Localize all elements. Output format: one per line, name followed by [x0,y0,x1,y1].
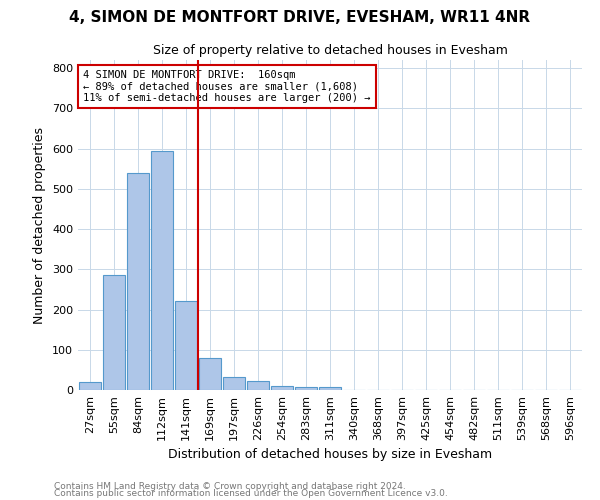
Bar [271,386,293,390]
Text: 4, SIMON DE MONTFORT DRIVE, EVESHAM, WR11 4NR: 4, SIMON DE MONTFORT DRIVE, EVESHAM, WR1… [70,10,530,25]
Bar [151,150,173,390]
Bar [127,172,149,390]
Bar [247,381,269,390]
Bar [295,387,317,390]
Bar [79,382,101,390]
Text: 4 SIMON DE MONTFORT DRIVE:  160sqm
← 89% of detached houses are smaller (1,608)
: 4 SIMON DE MONTFORT DRIVE: 160sqm ← 89% … [83,70,371,103]
Y-axis label: Number of detached properties: Number of detached properties [34,126,46,324]
Bar [223,376,245,390]
Title: Size of property relative to detached houses in Evesham: Size of property relative to detached ho… [152,44,508,58]
Text: Contains HM Land Registry data © Crown copyright and database right 2024.: Contains HM Land Registry data © Crown c… [54,482,406,491]
Bar [199,358,221,390]
X-axis label: Distribution of detached houses by size in Evesham: Distribution of detached houses by size … [168,448,492,462]
Bar [103,274,125,390]
Bar [319,387,341,390]
Text: Contains public sector information licensed under the Open Government Licence v3: Contains public sector information licen… [54,489,448,498]
Bar [175,302,197,390]
